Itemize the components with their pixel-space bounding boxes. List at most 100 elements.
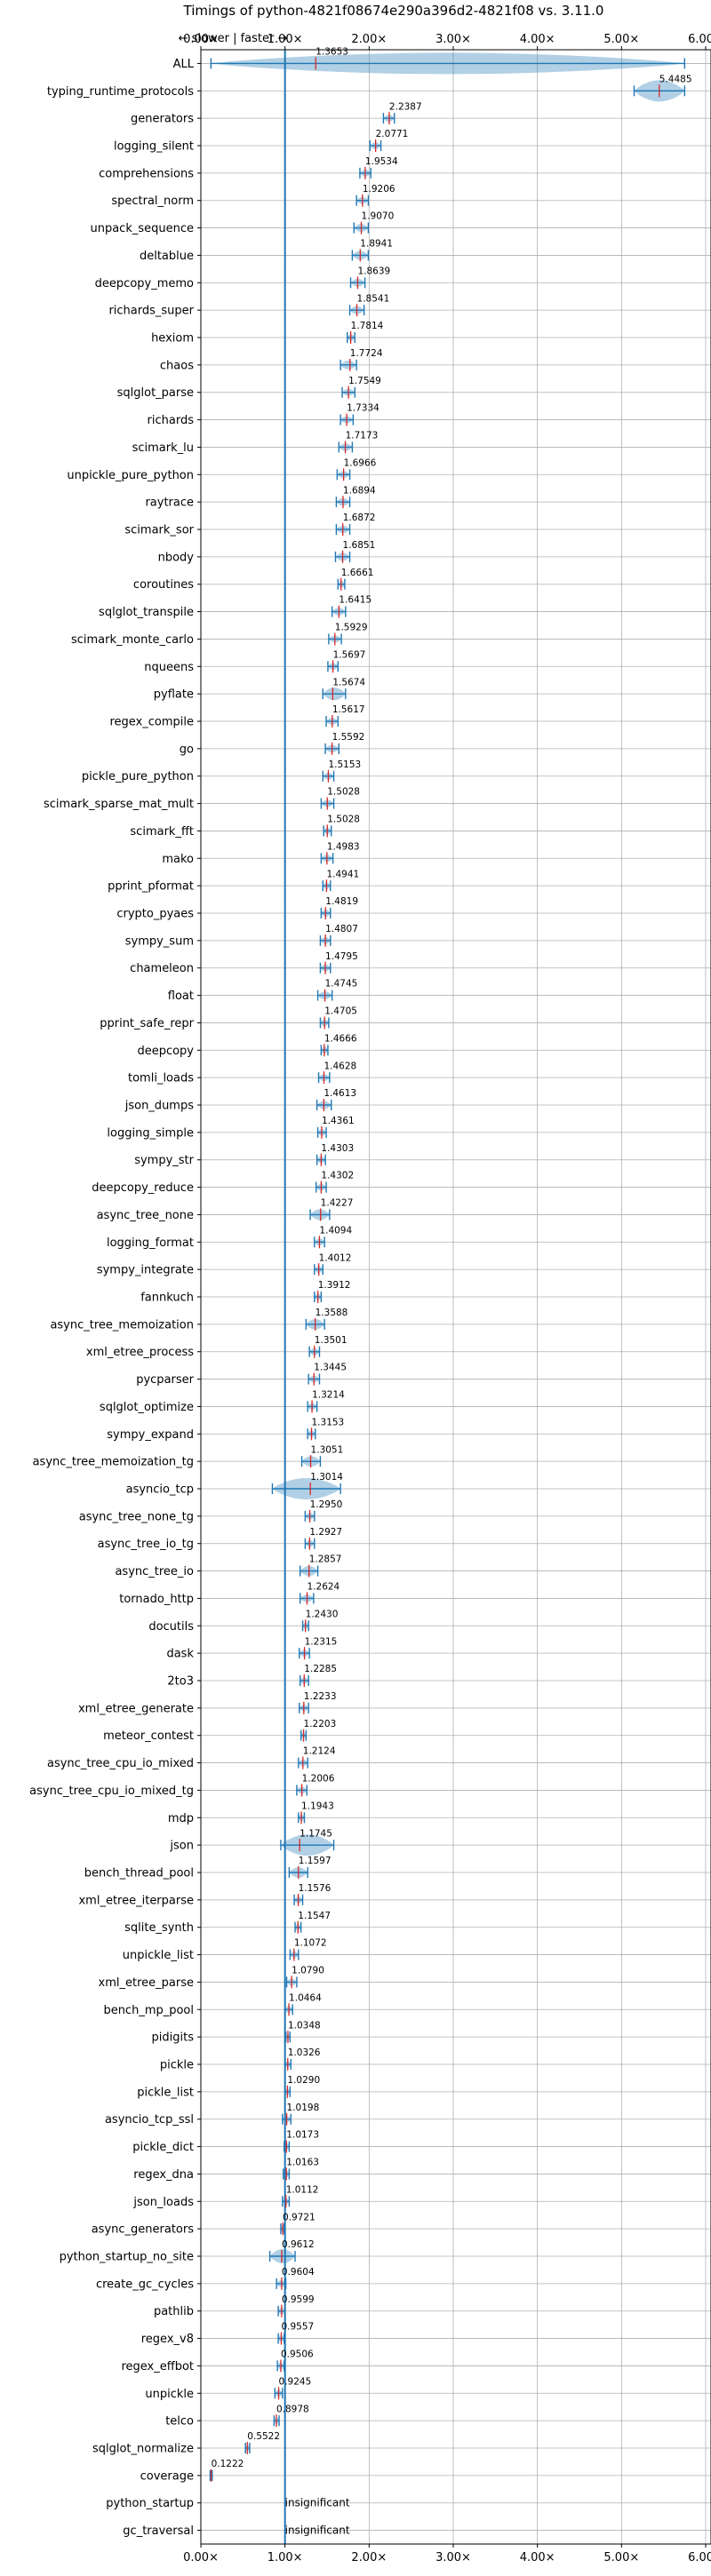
value-label: 1.7549 <box>348 376 381 386</box>
value-label: 1.8941 <box>360 239 393 250</box>
benchmark-label: comprehensions <box>99 167 194 180</box>
value-label: 1.4227 <box>321 1198 354 1209</box>
x-tick-label-top: 1.00× <box>268 33 303 46</box>
value-label: 1.1072 <box>294 1938 327 1949</box>
benchmark-label: pickle_dict <box>132 2141 194 2154</box>
value-label: 1.7334 <box>347 403 379 414</box>
value-label: 1.5929 <box>335 623 368 633</box>
benchmark-label: bench_thread_pool <box>84 1867 194 1880</box>
value-label: 1.4666 <box>324 1033 357 1044</box>
value-label: 1.6415 <box>339 595 371 606</box>
benchmark-label: tomli_loads <box>128 1072 194 1085</box>
benchmark-label: regex_v8 <box>141 2333 194 2346</box>
value-label: 1.2006 <box>302 1774 335 1785</box>
benchmark-label: async_generators <box>92 2223 195 2237</box>
benchmark-label: unpickle_list <box>123 1949 194 1962</box>
x-tick-label-top: 4.00× <box>520 33 555 46</box>
value-label: 2.0771 <box>376 129 409 139</box>
value-label: 2.2387 <box>389 101 422 112</box>
benchmark-label: xml_etree_generate <box>78 1702 194 1715</box>
value-label: 1.4819 <box>325 896 358 907</box>
benchmark-label: deepcopy <box>137 1045 194 1058</box>
value-label: 1.2857 <box>309 1554 342 1565</box>
value-label: 1.4094 <box>319 1225 352 1236</box>
x-tick-label-bottom: 2.00× <box>351 2551 387 2564</box>
benchmark-label: gc_traversal <box>123 2524 194 2538</box>
value-label: 1.4302 <box>321 1171 354 1181</box>
benchmark-label: xml_etree_process <box>86 1346 194 1359</box>
benchmark-label: deepcopy_memo <box>95 277 194 290</box>
benchmark-label: sympy_integrate <box>97 1264 194 1277</box>
value-label: 1.3501 <box>315 1335 348 1346</box>
value-label: 1.4613 <box>324 1088 356 1099</box>
value-label: 1.5674 <box>332 677 365 688</box>
value-label: 1.3214 <box>312 1390 345 1401</box>
value-label: 1.4807 <box>325 924 358 934</box>
value-label: 1.2285 <box>304 1664 337 1674</box>
value-label: 1.6872 <box>343 513 376 523</box>
value-label: 1.2315 <box>305 1636 338 1647</box>
value-label: 1.0112 <box>286 2184 319 2195</box>
benchmark-label: deltablue <box>140 250 194 263</box>
x-tick-label-top: 6.00× <box>688 33 711 46</box>
value-label: 1.5153 <box>328 759 361 770</box>
value-label: 1.8639 <box>357 266 390 276</box>
value-label: 1.7173 <box>346 431 379 441</box>
axis-layer: 0.00× 0.00× 1.00× 1.00× 2.00× 2.00× 3.00× 3.00×… <box>29 33 711 2564</box>
benchmark-label: logging_silent <box>114 140 194 154</box>
value-label: 1.2203 <box>304 1719 337 1729</box>
benchmark-label: pycparser <box>136 1373 194 1387</box>
value-label: 1.0198 <box>287 2103 320 2113</box>
benchmark-label: pathlib <box>154 2305 194 2318</box>
benchmark-label: sympy_str <box>134 1154 194 1167</box>
benchmark-label: richards <box>148 414 195 427</box>
x-tick-label-top: 2.00× <box>351 33 387 46</box>
benchmark-label: sqlglot_parse <box>117 386 194 400</box>
value-label: 1.1745 <box>300 1828 332 1839</box>
value-label: 1.6894 <box>343 485 376 496</box>
benchmark-label: dask <box>166 1648 194 1661</box>
benchmark-label: async_tree_cpu_io_mixed <box>47 1757 194 1770</box>
value-label: 1.6966 <box>344 457 377 468</box>
value-label: 0.9245 <box>279 2376 312 2387</box>
benchmark-label: nbody <box>158 551 195 564</box>
x-tick-label-top: 0.00× <box>183 33 219 46</box>
benchmark-label: generators <box>131 113 194 126</box>
x-tick-label-top: 5.00× <box>603 33 639 46</box>
value-label: 0.5522 <box>247 2431 280 2442</box>
benchmark-label: deepcopy_reduce <box>92 1181 194 1195</box>
benchmark-label: sqlglot_normalize <box>92 2443 194 2456</box>
benchmark-label: pidigits <box>152 2031 195 2045</box>
value-label: 1.7724 <box>350 348 383 359</box>
value-label: 0.9612 <box>282 2239 315 2250</box>
benchmark-label: sqlglot_optimize <box>100 1401 194 1414</box>
benchmark-label: regex_dna <box>133 2168 194 2182</box>
value-label: 1.4361 <box>322 1116 355 1126</box>
benchmark-label: logging_format <box>107 1236 194 1250</box>
value-label: 1.5617 <box>332 704 365 715</box>
benchmark-label: mako <box>162 853 194 866</box>
x-tick-label-bottom: 1.00× <box>268 2551 303 2564</box>
benchmark-label: pickle_pure_python <box>82 770 194 783</box>
value-label: 1.3153 <box>312 1417 345 1427</box>
value-label: 1.5697 <box>333 649 366 660</box>
benchmark-label: fannkuch <box>140 1292 194 1305</box>
benchmark-label: pyflate <box>154 688 194 702</box>
benchmark-label: pickle <box>160 2059 194 2072</box>
value-label: 1.4705 <box>324 1006 357 1017</box>
benchmark-label: pprint_pformat <box>108 880 194 894</box>
benchmark-label: xml_etree_iterparse <box>78 1894 194 1907</box>
benchmark-label: crypto_pyaes <box>116 908 194 921</box>
benchmark-label: scimark_sparse_mat_mult <box>44 798 194 811</box>
value-label: 1.3445 <box>314 1363 347 1373</box>
benchmark-label: scimark_lu <box>132 441 194 455</box>
x-tick-label-bottom: 4.00× <box>520 2551 555 2564</box>
chart-title: Timings of python-4821f08674e290a396d2-4… <box>183 3 604 19</box>
value-label: 1.6851 <box>343 540 376 551</box>
benchmark-label: create_gc_cycles <box>96 2278 194 2291</box>
benchmark-label: json_loads <box>132 2196 194 2209</box>
benchmark-label: json <box>169 1840 194 1853</box>
value-label: 1.3653 <box>316 47 348 58</box>
benchmark-label: sympy_expand <box>107 1428 194 1442</box>
